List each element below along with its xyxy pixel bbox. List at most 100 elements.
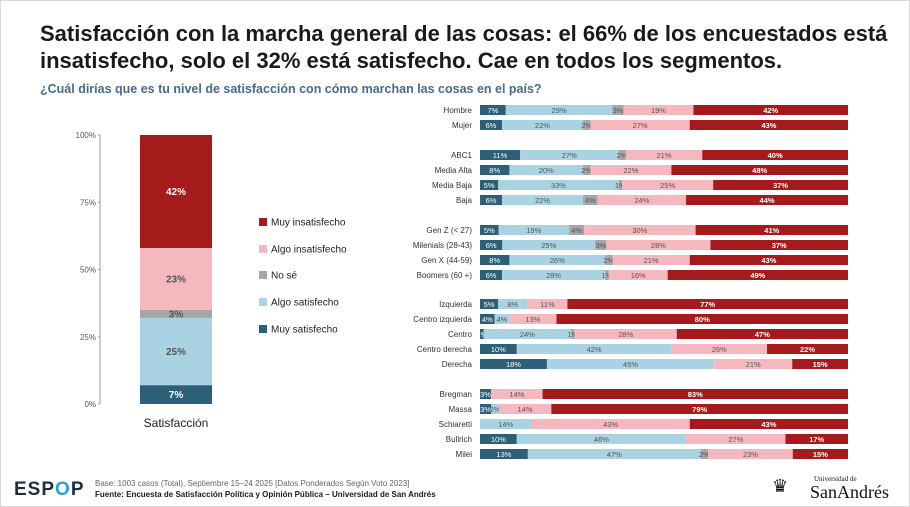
bar-segment-no_se	[618, 150, 626, 160]
bar-value-label: 15%	[813, 450, 828, 459]
bar-value-label: 47%	[755, 330, 770, 339]
bar-value-label: 42%	[587, 345, 602, 354]
bar-value-label: 3%	[595, 241, 606, 250]
bar-segment-algo_insatisfecho	[625, 150, 703, 160]
bar-value-label: 21%	[656, 151, 671, 160]
bar-value-label: 46%	[594, 435, 609, 444]
row-label: Gen X (44-59)	[421, 256, 472, 265]
bar-segment-muy_satisfecho	[480, 240, 503, 250]
bar-segment-algo_satisfecho	[502, 240, 596, 250]
bar-segment-algo_satisfecho	[516, 344, 672, 354]
bar-segment-muy_insatisfecho	[676, 329, 848, 339]
footer-source: Base: 1003 casos (Total), Septiembre 15–…	[95, 478, 436, 500]
slide-subtitle: ¿Cuál dirías que es tu nivel de satisfac…	[40, 82, 542, 96]
bar-value-label: 30%	[632, 226, 647, 235]
bar-segment-muy_insatisfecho	[785, 434, 848, 444]
bar-value-label: 79%	[692, 405, 707, 414]
bar-value-label: 27%	[633, 121, 648, 130]
bar-segment-algo_insatisfecho	[623, 105, 694, 115]
bar-segment-muy_satisfecho	[480, 270, 503, 280]
bar-segment-algo_insatisfecho	[606, 240, 711, 250]
bar-value-label: 26%	[550, 256, 565, 265]
row-label: Media Alta	[435, 166, 473, 175]
bar-value-label: 22%	[623, 166, 638, 175]
bar-segment-muy_insatisfecho	[689, 255, 848, 265]
bar-value-label: 13%	[525, 315, 540, 324]
column-value-label: 3%	[169, 309, 184, 320]
bar-segment-algo_satisfecho	[509, 165, 584, 175]
bar-value-label: 10%	[491, 345, 506, 354]
bar-segment-algo_satisfecho	[502, 270, 606, 280]
bar-value-label: 3%	[480, 405, 491, 414]
bar-segment-algo_insatisfecho	[608, 270, 668, 280]
bar-segment-muy_satisfecho	[480, 314, 495, 324]
bar-segment-no_se	[571, 329, 575, 339]
legend-label: No sé	[271, 271, 298, 282]
bar-segment-no_se	[612, 105, 624, 115]
bar-value-label: 4%	[496, 315, 507, 324]
row-label: Derecha	[442, 360, 473, 369]
bar-value-label: 43%	[761, 256, 776, 265]
bar-value-label: 44%	[760, 196, 775, 205]
column-segment-no_se	[140, 309, 212, 318]
bar-value-label: 47%	[607, 450, 622, 459]
y-tick-label: 25%	[80, 333, 96, 342]
bar-segment-muy_insatisfecho	[767, 344, 848, 354]
bar-segment-muy_satisfecho	[480, 299, 499, 309]
bar-value-label: 77%	[700, 300, 715, 309]
bar-value-label: 10%	[491, 435, 506, 444]
bar-segment-algo_satisfecho	[520, 150, 619, 160]
bar-segment-algo_satisfecho	[498, 225, 570, 235]
bar-value-label: 40%	[768, 151, 783, 160]
row-label: Mujer	[452, 121, 472, 130]
bar-value-label: 24%	[520, 330, 535, 339]
legend-swatch-algo_insatisfecho	[259, 245, 267, 253]
x-category-label: Satisfacción	[144, 416, 209, 430]
row-label: Bregman	[440, 390, 472, 399]
bar-value-label: 2%	[490, 405, 501, 414]
bar-value-label: 42%	[763, 106, 778, 115]
bar-value-label: 1%	[476, 330, 487, 339]
row-label: Centro derecha	[417, 345, 473, 354]
bar-segment-muy_insatisfecho	[671, 165, 848, 175]
espop-logo: ESPOP	[14, 479, 85, 500]
bar-segment-algo_insatisfecho	[498, 404, 552, 414]
column-value-label: 25%	[166, 347, 186, 358]
bar-value-label: 28%	[618, 330, 633, 339]
bar-segment-muy_satisfecho	[480, 105, 506, 115]
bar-segment-no_se	[569, 225, 585, 235]
bar-segment-algo_insatisfecho	[590, 165, 672, 175]
bar-value-label: 17%	[809, 435, 824, 444]
row-label: Hombre	[444, 106, 473, 115]
bar-value-label: 1%	[602, 271, 613, 280]
bar-value-label: 6%	[486, 196, 497, 205]
row-label: Schiaretti	[439, 420, 473, 429]
bar-segment-algo_insatisfecho	[714, 359, 793, 369]
bar-value-label: 5%	[484, 300, 495, 309]
bar-segment-algo_satisfecho	[483, 329, 572, 339]
column-segment-algo_satisfecho	[140, 317, 212, 386]
bar-value-label: 5%	[484, 226, 495, 235]
bar-value-label: 20%	[539, 166, 554, 175]
bar-value-label: 5%	[484, 181, 495, 190]
bar-value-label: 4%	[585, 196, 596, 205]
row-label: Massa	[448, 405, 472, 414]
bar-segment-algo_insatisfecho	[527, 299, 568, 309]
row-label: Izquierda	[439, 300, 472, 309]
bar-value-label: 80%	[695, 315, 710, 324]
bar-segment-muy_insatisfecho	[792, 359, 848, 369]
bar-segment-muy_insatisfecho	[667, 270, 848, 280]
footer-base: Base: 1003 casos (Total), Septiembre 15–…	[95, 479, 410, 488]
bar-segment-muy_insatisfecho	[556, 314, 848, 324]
bar-segment-muy_satisfecho	[480, 165, 510, 175]
bar-value-label: 19%	[651, 106, 666, 115]
bar-segment-algo_insatisfecho	[590, 120, 690, 130]
bar-value-label: 43%	[761, 121, 776, 130]
footer-fuente: Fuente: Encuesta de Satisfacción Polític…	[95, 490, 436, 499]
university-logo: ♛ Universidad de SanAndrés	[772, 473, 902, 503]
bar-segment-muy_insatisfecho	[710, 240, 848, 250]
bar-value-label: 25%	[541, 241, 556, 250]
bar-value-label: 24%	[634, 196, 649, 205]
row-label: Baja	[456, 196, 473, 205]
bar-segment-algo_satisfecho	[502, 120, 584, 130]
